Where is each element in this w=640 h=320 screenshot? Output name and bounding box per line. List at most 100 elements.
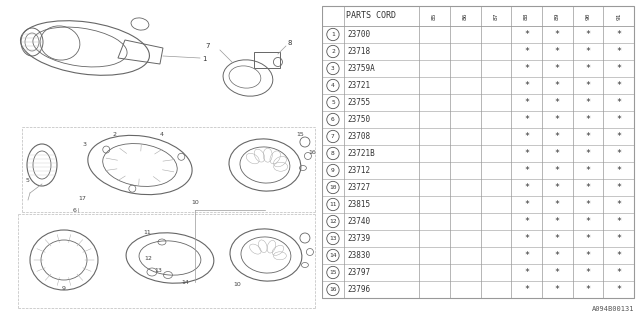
- Text: *: *: [586, 81, 591, 90]
- Text: 14: 14: [181, 279, 189, 284]
- Text: *: *: [616, 115, 621, 124]
- Text: *: *: [616, 30, 621, 39]
- Text: 90: 90: [586, 12, 591, 20]
- Text: 23718: 23718: [347, 47, 370, 56]
- Text: 17: 17: [78, 196, 86, 201]
- Text: 11: 11: [329, 202, 337, 207]
- Text: *: *: [616, 81, 621, 90]
- Text: 4: 4: [160, 132, 164, 137]
- Text: 15: 15: [296, 132, 304, 138]
- Text: *: *: [616, 149, 621, 158]
- Text: 1: 1: [331, 32, 335, 37]
- Text: 2: 2: [331, 49, 335, 54]
- Text: *: *: [555, 285, 560, 294]
- Text: 10: 10: [191, 199, 199, 204]
- Text: *: *: [555, 217, 560, 226]
- Text: 16: 16: [329, 287, 337, 292]
- Text: *: *: [586, 183, 591, 192]
- Text: *: *: [555, 251, 560, 260]
- Text: 14: 14: [329, 253, 337, 258]
- Text: 23830: 23830: [347, 251, 370, 260]
- Text: *: *: [555, 64, 560, 73]
- Text: *: *: [586, 251, 591, 260]
- Text: *: *: [524, 64, 529, 73]
- Text: *: *: [586, 166, 591, 175]
- Text: PARTS CORD: PARTS CORD: [346, 12, 396, 20]
- Text: 3: 3: [83, 142, 87, 148]
- Text: 13: 13: [154, 268, 162, 273]
- Text: *: *: [586, 132, 591, 141]
- Text: 9: 9: [62, 285, 66, 291]
- Text: 11: 11: [143, 229, 151, 235]
- Text: *: *: [555, 98, 560, 107]
- Text: 15: 15: [329, 270, 337, 275]
- Text: 10: 10: [329, 185, 337, 190]
- Text: *: *: [524, 81, 529, 90]
- Text: *: *: [586, 285, 591, 294]
- Text: 23700: 23700: [347, 30, 370, 39]
- Text: *: *: [524, 200, 529, 209]
- Text: 23750: 23750: [347, 115, 370, 124]
- Text: 23796: 23796: [347, 285, 370, 294]
- Text: *: *: [555, 234, 560, 243]
- Text: 8: 8: [331, 151, 335, 156]
- Text: *: *: [616, 132, 621, 141]
- Text: *: *: [586, 98, 591, 107]
- Text: 6: 6: [73, 207, 77, 212]
- Text: *: *: [586, 64, 591, 73]
- Text: *: *: [616, 47, 621, 56]
- Text: 9: 9: [331, 168, 335, 173]
- Text: *: *: [586, 30, 591, 39]
- Text: *: *: [524, 268, 529, 277]
- Text: 7: 7: [331, 134, 335, 139]
- Text: *: *: [586, 149, 591, 158]
- Text: 7: 7: [205, 43, 210, 49]
- Text: *: *: [524, 217, 529, 226]
- Text: *: *: [555, 47, 560, 56]
- Text: 23797: 23797: [347, 268, 370, 277]
- Text: 12: 12: [144, 255, 152, 260]
- Text: *: *: [524, 132, 529, 141]
- Text: *: *: [616, 217, 621, 226]
- Bar: [254, 52, 280, 68]
- Text: 23815: 23815: [347, 200, 370, 209]
- Text: *: *: [524, 183, 529, 192]
- Text: 4: 4: [331, 83, 335, 88]
- Text: 6: 6: [331, 117, 335, 122]
- Text: *: *: [524, 149, 529, 158]
- Text: *: *: [586, 200, 591, 209]
- Text: *: *: [555, 200, 560, 209]
- Text: *: *: [616, 251, 621, 260]
- Text: *: *: [524, 30, 529, 39]
- Text: 23759A: 23759A: [347, 64, 375, 73]
- Text: *: *: [555, 149, 560, 158]
- Text: *: *: [616, 234, 621, 243]
- Text: 23721: 23721: [347, 81, 370, 90]
- Text: *: *: [586, 268, 591, 277]
- Text: *: *: [586, 47, 591, 56]
- Text: *: *: [555, 268, 560, 277]
- Text: A094B00131: A094B00131: [591, 306, 634, 312]
- Text: *: *: [555, 81, 560, 90]
- Text: 1: 1: [202, 56, 207, 62]
- Text: *: *: [616, 183, 621, 192]
- Text: *: *: [524, 251, 529, 260]
- Text: *: *: [524, 234, 529, 243]
- Text: 16: 16: [308, 150, 316, 156]
- Text: *: *: [586, 217, 591, 226]
- Text: *: *: [524, 98, 529, 107]
- Text: 88: 88: [524, 12, 529, 20]
- Text: *: *: [555, 30, 560, 39]
- Text: 23708: 23708: [347, 132, 370, 141]
- Text: 23721B: 23721B: [347, 149, 375, 158]
- Text: 13: 13: [329, 236, 337, 241]
- Text: *: *: [616, 200, 621, 209]
- Text: 86: 86: [463, 12, 468, 20]
- Text: 85: 85: [432, 12, 437, 20]
- Text: 5: 5: [26, 178, 30, 182]
- Text: *: *: [555, 132, 560, 141]
- Text: 12: 12: [329, 219, 337, 224]
- Text: 23755: 23755: [347, 98, 370, 107]
- Text: *: *: [616, 64, 621, 73]
- Text: 23740: 23740: [347, 217, 370, 226]
